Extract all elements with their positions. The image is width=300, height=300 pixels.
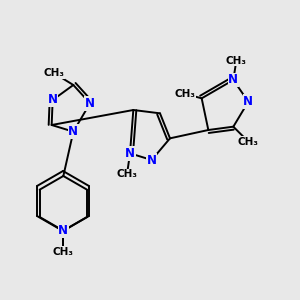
- Text: CH₃: CH₃: [43, 68, 64, 78]
- Text: N: N: [228, 74, 238, 86]
- Text: N: N: [48, 94, 58, 106]
- Text: N: N: [85, 97, 95, 110]
- Text: N: N: [125, 147, 135, 160]
- Text: N: N: [68, 125, 78, 138]
- Text: N: N: [243, 95, 253, 108]
- Text: CH₃: CH₃: [226, 56, 247, 65]
- Text: CH₃: CH₃: [53, 247, 74, 257]
- Text: CH₃: CH₃: [238, 137, 259, 147]
- Text: N: N: [58, 224, 68, 237]
- Text: CH₃: CH₃: [175, 89, 196, 99]
- Text: N: N: [147, 154, 157, 166]
- Text: CH₃: CH₃: [116, 169, 137, 179]
